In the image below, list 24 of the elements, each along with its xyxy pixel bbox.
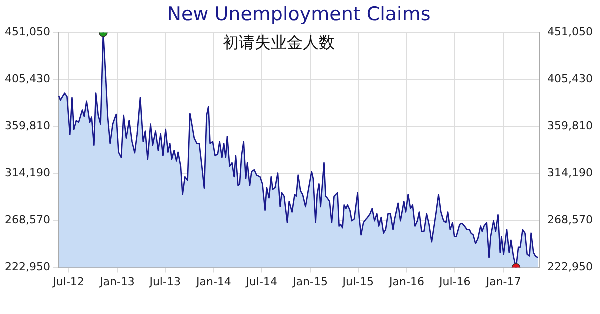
y2-tick-label: 222,950 [548,260,594,274]
y2-tick-label: 268,570 [548,214,594,227]
x-tick-label: Jul-15 [342,275,374,288]
y2-tick-label: 314,190 [548,166,594,180]
y2-tick-label: 359,810 [548,120,594,133]
x-tick-label: Jan-15 [292,275,328,288]
y2-tick-label: 451,050 [548,26,594,39]
y2-tick-label: 405,430 [548,72,594,86]
x-tick-label: Jul-14 [245,275,278,288]
y-tick-label: 359,810 [4,120,50,133]
y-tick-label: 314,190 [4,166,50,180]
x-tick-label: Jul-13 [148,275,181,288]
y-tick-label: 268,570 [4,214,50,227]
chart-title: New Unemployment Claims [167,3,431,26]
x-tick-label: Jul-16 [438,275,471,288]
y-tick-label: 451,050 [4,26,50,39]
x-tick-label: Jan-13 [98,275,135,288]
y-tick-label: 222,950 [4,260,50,274]
x-tick-label: Jan-17 [485,275,522,288]
x-tick-label: Jul-12 [52,275,84,288]
x-tick-label: Jan-16 [388,275,424,288]
x-tick-label: Jan-14 [196,275,232,288]
y-tick-label: 405,430 [4,72,50,86]
chart-subtitle: 初请失业金人数 [223,32,335,52]
